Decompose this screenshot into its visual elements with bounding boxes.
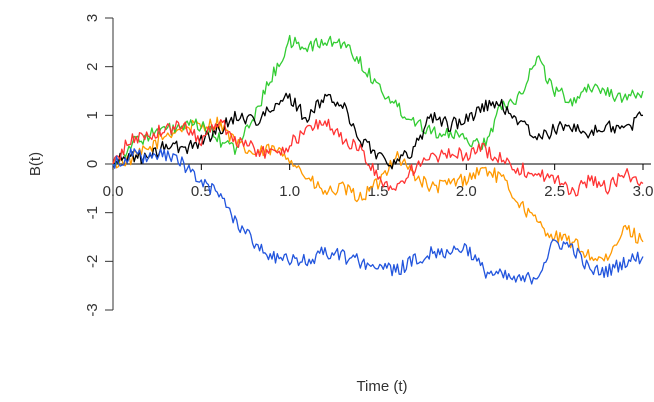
series-group xyxy=(112,34,644,285)
x-tick-label: 3.0 xyxy=(633,183,654,200)
y-tick-label: -1 xyxy=(84,206,101,219)
series-line xyxy=(112,148,644,285)
x-tick-label: 1.0 xyxy=(279,183,300,200)
series-line xyxy=(112,92,644,170)
x-tick-label: 0.0 xyxy=(103,183,124,200)
y-tick-label: 0 xyxy=(84,160,101,168)
y-axis-title: B(t) xyxy=(27,152,44,176)
x-tick-label: 0.5 xyxy=(191,183,212,200)
y-tick-label: 2 xyxy=(84,62,101,70)
series-line xyxy=(112,34,644,168)
x-tick-label: 2.5 xyxy=(544,183,565,200)
y-tick-label: 3 xyxy=(84,14,101,22)
y-tick-label: 1 xyxy=(84,111,101,119)
x-axis-title: Time (t) xyxy=(356,378,407,395)
x-tick-label: 2.0 xyxy=(456,183,477,200)
y-tick-label: -3 xyxy=(84,303,101,316)
y-ticks: -3 -2 -1 0 1 2 3 xyxy=(84,14,113,317)
series-line xyxy=(112,118,644,197)
y-tick-label: -2 xyxy=(84,255,101,268)
